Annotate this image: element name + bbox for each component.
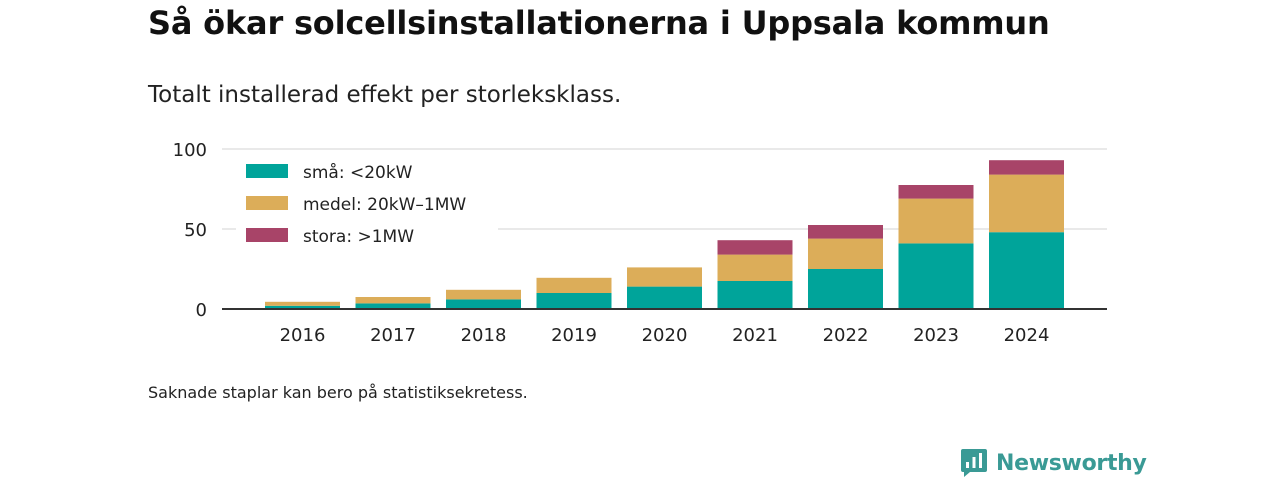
bar-segment: [265, 301, 340, 306]
legend-label: stora: >1MW: [303, 227, 414, 247]
bar-segment: [898, 185, 974, 199]
footnote: Saknade staplar kan bero på statistiksek…: [148, 383, 528, 402]
bar-segment: [989, 160, 1064, 175]
y-tick-label: 0: [196, 300, 207, 321]
bar-segment: [446, 299, 521, 309]
bar-segment: [265, 305, 340, 309]
bar-segment: [446, 289, 521, 300]
bar-segment: [355, 303, 431, 309]
bar-segment: [717, 240, 793, 255]
bar-segment: [627, 286, 702, 309]
bar-segment: [989, 232, 1064, 309]
newsworthy-logo-icon: [961, 449, 987, 477]
legend-label: små: <20kW: [303, 162, 413, 183]
x-tick-label: 2021: [732, 325, 778, 346]
legend-swatch: [246, 228, 288, 242]
bar-segment: [808, 269, 883, 309]
x-tick-label: 2020: [642, 325, 688, 346]
y-tick-label: 50: [184, 220, 207, 241]
bar-segment: [717, 281, 793, 309]
bar-segment: [627, 267, 702, 287]
x-tick-label: 2018: [461, 325, 507, 346]
bar-segment: [989, 174, 1064, 233]
chart-title: Så ökar solcellsinstallationerna i Uppsa…: [148, 4, 1050, 42]
x-tick-label: 2022: [823, 325, 869, 346]
x-tick-label: 2017: [370, 325, 416, 346]
x-tick-label: 2023: [913, 325, 959, 346]
stacked-bar-chart: 0 50 100 2016 2017 2018 2019 2020 2021 2022 2023 20…: [173, 140, 1107, 346]
brand-name: Newsworthy: [996, 450, 1147, 476]
bar-segment: [536, 277, 612, 293]
bar-segment: [898, 198, 974, 244]
chart-subtitle: Totalt installerad effekt per storlekskl…: [148, 82, 622, 108]
bar-segment: [536, 293, 612, 309]
x-tick-label: 2019: [551, 325, 597, 346]
bar-segment: [717, 254, 793, 281]
legend-swatch: [246, 196, 288, 210]
bar-segment: [808, 238, 883, 269]
x-tick-label: 2024: [1004, 325, 1050, 346]
newsworthy-logo: Newsworthy: [960, 446, 1147, 480]
y-tick-label: 100: [173, 140, 207, 161]
legend-label: medel: 20kW–1MW: [303, 195, 466, 215]
bar-segment: [355, 297, 431, 304]
x-tick-label: 2016: [280, 325, 326, 346]
bar-segment: [898, 243, 974, 309]
legend-swatch: [246, 164, 288, 178]
bar-segment: [808, 225, 883, 239]
